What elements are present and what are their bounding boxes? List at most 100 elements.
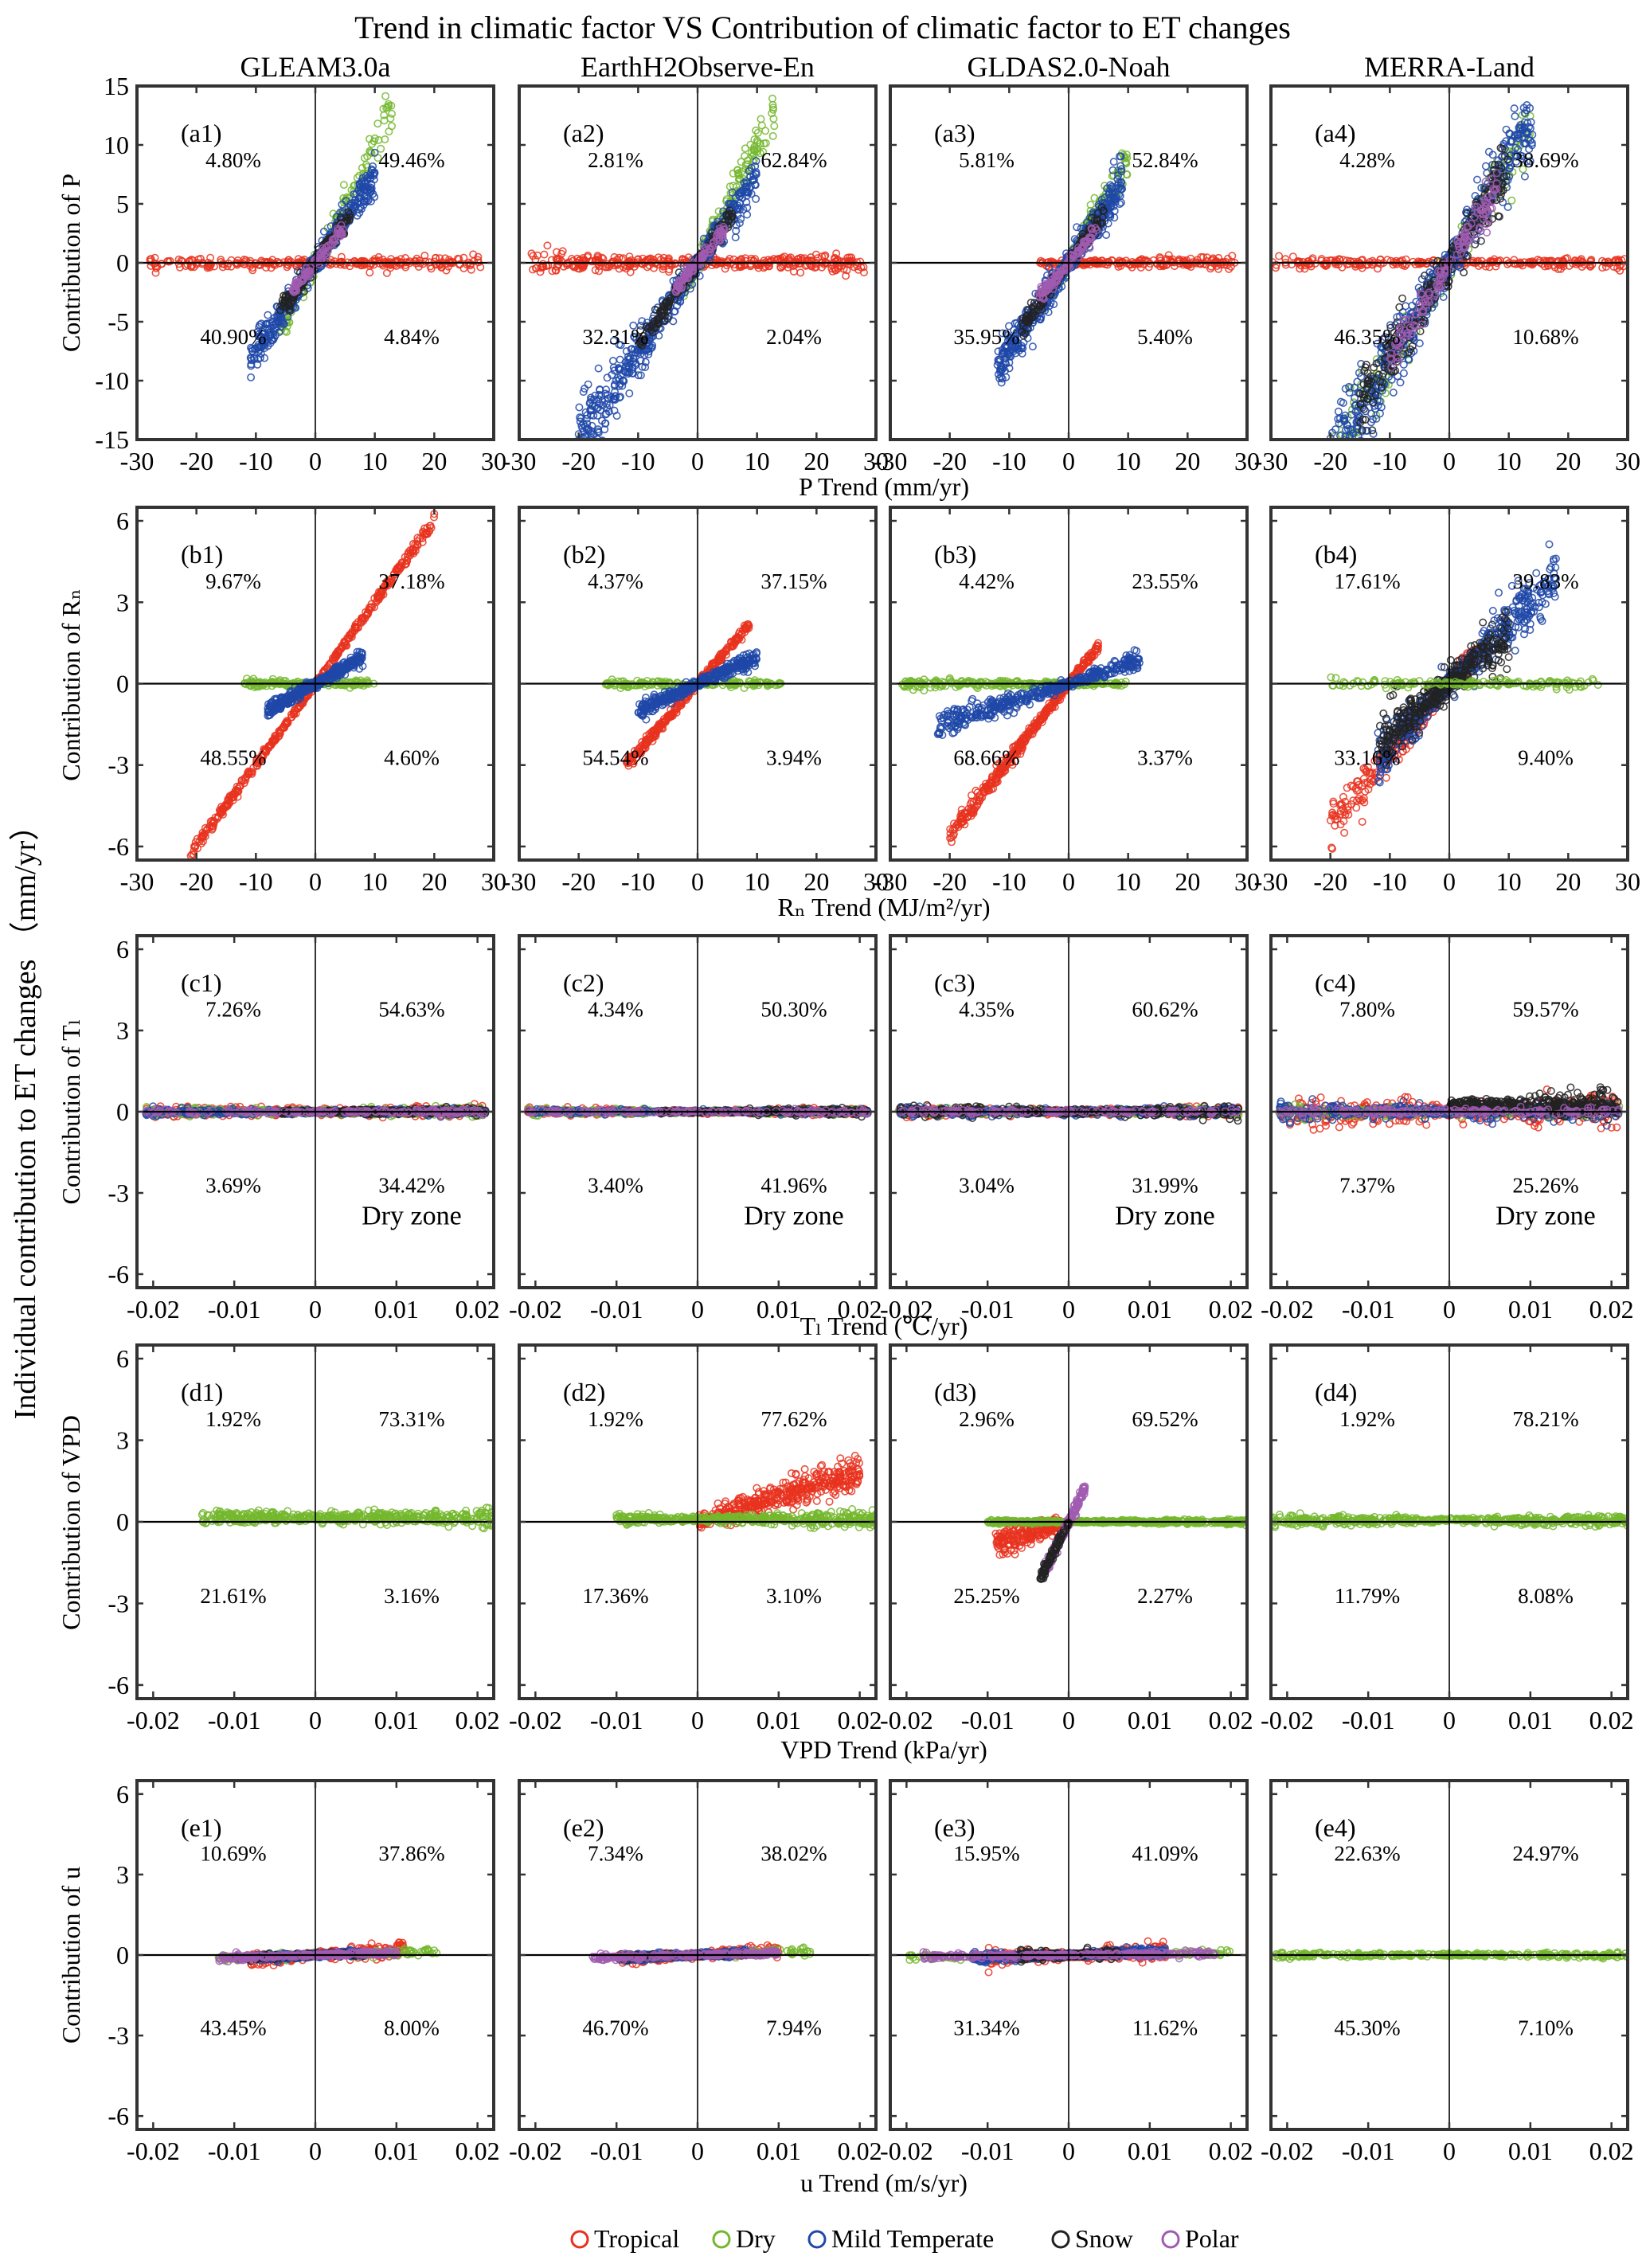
- point-tropical: [374, 252, 383, 261]
- point-mild-temperate: [633, 349, 642, 358]
- point-mild-temperate: [354, 205, 363, 213]
- point-mild-temperate: [357, 205, 366, 213]
- point-tropical: [564, 260, 573, 268]
- point-mild-temperate: [581, 432, 589, 440]
- point-mild-temperate: [608, 357, 617, 366]
- point-tropical: [431, 254, 440, 263]
- x-tick-label: -30: [502, 447, 537, 475]
- point-mild-temperate: [1002, 373, 1011, 381]
- point-mild-temperate: [638, 317, 647, 326]
- point-tropical: [459, 253, 468, 262]
- y-tick-label: -5: [108, 307, 129, 336]
- point-snow: [648, 328, 657, 337]
- point-mild-temperate: [739, 205, 748, 214]
- point-polar: [671, 287, 680, 295]
- point-mild-temperate: [1510, 104, 1519, 113]
- quadrant-pct-upper-right: 49.46%: [378, 148, 444, 172]
- point-mild-temperate: [742, 187, 751, 196]
- point-mild-temperate: [1365, 468, 1371, 475]
- point-dry: [387, 122, 396, 131]
- point-mild-temperate: [269, 320, 278, 329]
- point-mild-temperate: [609, 336, 618, 345]
- point-mild-temperate: [355, 180, 364, 189]
- point-tropical: [551, 266, 560, 275]
- point-polar: [719, 222, 728, 231]
- point-snow: [635, 338, 644, 347]
- x-tick-label: 0: [1443, 447, 1456, 475]
- point-tropical: [366, 268, 374, 277]
- point-mild-temperate: [1355, 452, 1362, 459]
- y-tick-label: 5: [116, 190, 129, 218]
- point-tropical: [575, 256, 584, 265]
- point-mild-temperate: [1481, 162, 1490, 170]
- point-mild-temperate: [732, 226, 741, 235]
- point-dry: [377, 144, 385, 153]
- point-snow: [1398, 294, 1407, 303]
- point-mild-temperate: [370, 169, 379, 178]
- point-mild-temperate: [1352, 457, 1359, 463]
- point-mild-temperate: [575, 403, 584, 412]
- point-mild-temperate: [609, 363, 618, 372]
- point-mild-temperate: [644, 350, 653, 358]
- point-mild-temperate: [1396, 378, 1405, 387]
- x-tick-label: 30: [1615, 447, 1640, 475]
- point-mild-temperate: [615, 340, 624, 349]
- point-snow: [345, 216, 354, 225]
- point-mild-temperate: [264, 311, 272, 319]
- point-snow: [1460, 268, 1468, 277]
- point-dry: [757, 115, 765, 123]
- point-tropical: [540, 250, 549, 259]
- point-mild-temperate: [1028, 342, 1037, 351]
- point-mild-temperate: [1473, 175, 1482, 184]
- quadrant-pct-upper-right: 38.69%: [1512, 148, 1578, 172]
- quadrant-pct-lower-left: 46.35%: [1334, 325, 1400, 349]
- point-mild-temperate: [360, 192, 369, 201]
- point-dry: [770, 122, 779, 131]
- point-tropical: [467, 265, 475, 274]
- point-dry: [757, 121, 766, 130]
- point-tropical: [207, 260, 216, 268]
- point-snow: [637, 337, 646, 346]
- point-dry: [761, 127, 770, 135]
- point-mild-temperate: [352, 190, 361, 198]
- point-tropical: [591, 256, 600, 265]
- point-mild-temperate: [256, 320, 264, 329]
- point-mild-temperate: [1340, 477, 1347, 483]
- point-polar: [303, 269, 311, 278]
- point-mild-temperate: [593, 425, 602, 434]
- point-mild-temperate: [629, 321, 638, 330]
- x-axis-label-e: u Trend (m/s/yr): [800, 2168, 968, 2197]
- point-mild-temperate: [1347, 453, 1354, 459]
- point-dry: [748, 152, 757, 161]
- point-mild-temperate: [1339, 488, 1345, 495]
- point-polar: [338, 225, 347, 233]
- point-tropical: [789, 267, 798, 276]
- point-mild-temperate: [1347, 449, 1353, 456]
- point-tropical: [557, 249, 566, 258]
- point-dry: [1121, 158, 1130, 166]
- point-polar: [675, 282, 684, 291]
- point-mild-temperate: [350, 202, 359, 211]
- point-polar: [1483, 228, 1492, 237]
- point-tropical: [613, 260, 622, 269]
- quadrant-pct-lower-right: 10.68%: [1512, 325, 1578, 349]
- quadrant-pct-lower-right: 2.04%: [766, 325, 822, 349]
- point-mild-temperate: [618, 381, 627, 390]
- point-tropical: [257, 256, 266, 265]
- point-mild-temperate: [366, 171, 375, 180]
- point-dry: [735, 174, 744, 183]
- x-tick-label: 10: [745, 447, 770, 475]
- point-mild-temperate: [319, 227, 328, 236]
- y-axis-label-a: Contribution of P: [57, 174, 85, 352]
- point-dry: [380, 111, 389, 119]
- point-polar: [338, 230, 346, 239]
- point-tropical: [218, 263, 227, 272]
- x-tick-label: 20: [803, 447, 829, 475]
- x-axis-label-c: Tₗ Trend (℃/yr): [800, 1312, 968, 1340]
- point-snow: [664, 299, 673, 308]
- point-mild-temperate: [594, 403, 603, 412]
- point-snow: [636, 326, 645, 334]
- point-mild-temperate: [602, 409, 611, 418]
- point-tropical: [595, 267, 604, 276]
